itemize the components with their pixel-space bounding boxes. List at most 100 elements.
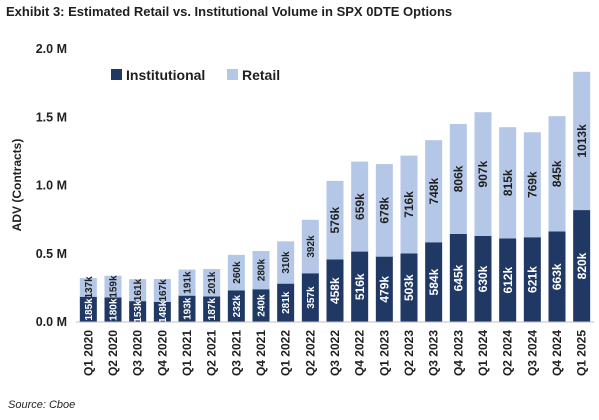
bar-institutional — [449, 233, 467, 322]
x-tick-label: Q2 2024 — [501, 330, 515, 376]
data-label-retail: 806k — [452, 165, 466, 192]
bar-retail — [375, 164, 393, 257]
legend-label-retail: Retail — [242, 67, 280, 83]
legend: Institutional Retail — [111, 67, 280, 83]
x-tick-label: Q1 2023 — [377, 330, 391, 376]
data-label-retail: 845k — [550, 160, 564, 187]
data-label-retail: 678k — [378, 197, 392, 224]
x-tick-label: Q2 2020 — [106, 330, 120, 376]
data-label-institutional: 663k — [550, 263, 564, 290]
x-tick-label: Q4 2020 — [155, 330, 169, 376]
x-tick-label: Q1 2025 — [575, 330, 589, 376]
bar-institutional — [351, 251, 369, 322]
bar-retail — [425, 140, 443, 243]
data-label-institutional: 621k — [526, 266, 540, 293]
data-label-institutional: 281k — [281, 291, 292, 314]
x-tick-label: Q4 2022 — [353, 330, 367, 376]
data-label-retail: 191k — [183, 271, 194, 294]
data-label-retail: 392k — [306, 235, 317, 258]
x-tick-label: Q4 2023 — [451, 330, 465, 376]
data-label-institutional: 232k — [232, 295, 243, 318]
x-axis: Q1 2020 Q2 2020 Q3 2020 Q4 2020 Q1 2021 Q2 20… — [76, 321, 594, 376]
data-label-institutional: 612k — [501, 267, 515, 294]
data-label-retail: 907k — [476, 160, 490, 187]
data-label-institutional: 357k — [306, 286, 317, 309]
bar-institutional — [178, 295, 196, 322]
data-label-institutional: 187k — [207, 298, 218, 321]
data-label-retail: 137k — [84, 276, 95, 299]
bar-retail — [449, 123, 467, 234]
data-label-institutional: 820k — [575, 252, 589, 279]
data-label-retail: 201k — [207, 271, 218, 294]
bar-institutional — [129, 301, 147, 322]
data-label-institutional: 193k — [183, 297, 194, 320]
data-label-retail: 815k — [501, 169, 515, 196]
x-tick-label: Q2 2022 — [303, 330, 317, 376]
data-label-institutional: 240k — [257, 294, 268, 317]
x-tick-label: Q3 2024 — [525, 330, 539, 376]
bar-retail — [301, 219, 319, 274]
data-label-institutional: 180k — [109, 298, 120, 321]
legend-swatch-retail — [227, 69, 238, 80]
x-tick-label: Q3 2022 — [328, 330, 342, 376]
bar-retail — [573, 71, 591, 211]
y-tick-label: 0.5 M — [36, 247, 67, 261]
bar-retail — [548, 116, 566, 232]
bar-institutional — [252, 289, 270, 322]
x-tick-label: Q1 2021 — [180, 330, 194, 376]
data-label-retail: 769k — [526, 171, 540, 198]
bar-institutional — [79, 296, 97, 322]
bar-retail — [129, 279, 147, 302]
bar-retail — [499, 127, 517, 239]
x-tick-label: Q4 2024 — [550, 330, 564, 376]
bar-retail — [252, 251, 270, 290]
data-label-institutional: 185k — [84, 298, 95, 321]
bar-institutional — [227, 290, 245, 322]
data-label-retail: 161k — [133, 279, 144, 302]
data-label-retail: 159k — [109, 275, 120, 298]
bar-institutional — [425, 242, 443, 322]
data-label-retail: 310k — [281, 251, 292, 274]
bar-institutional — [573, 210, 591, 322]
bar-retail — [400, 155, 418, 254]
bar-institutional — [104, 297, 122, 322]
data-label-institutional: 503k — [402, 274, 416, 301]
source-note: Source: Cboe — [8, 399, 76, 411]
x-tick-label: Q1 2020 — [81, 330, 95, 376]
y-tick-label: 1.5 M — [36, 110, 67, 124]
data-label-institutional: 153k — [133, 300, 144, 323]
x-tick-label: Q1 2022 — [279, 330, 293, 376]
data-label-institutional: 584k — [427, 268, 441, 295]
bar-institutional — [375, 256, 393, 322]
bar-retail — [227, 254, 245, 291]
data-label-institutional: 458k — [328, 277, 342, 304]
x-tick-label: Q4 2021 — [254, 330, 268, 376]
x-tick-label: Q2 2021 — [205, 330, 219, 376]
y-tick-label: 0.0 M — [36, 315, 67, 329]
bar-institutional — [474, 236, 492, 322]
data-label-institutional: 148k — [158, 300, 169, 323]
data-label-retail: 280k — [257, 259, 268, 282]
bar-institutional — [203, 296, 221, 322]
x-tick-label: Q2 2023 — [402, 330, 416, 376]
bar-retail — [277, 241, 295, 284]
bar-retail — [351, 161, 369, 252]
bar-retail — [326, 180, 344, 260]
bar-retail — [523, 132, 541, 238]
bar-institutional — [153, 301, 171, 322]
data-label-retail: 576k — [328, 207, 342, 234]
legend-label-institutional: Institutional — [126, 67, 205, 83]
bar-retail — [79, 278, 97, 297]
chart-title: Exhibit 3: Estimated Retail vs. Institut… — [6, 4, 453, 19]
bar-institutional — [301, 273, 319, 322]
data-label-institutional: 516k — [353, 273, 367, 300]
bar-institutional — [523, 237, 541, 322]
data-label-retail: 748k — [427, 178, 441, 205]
x-tick-label: Q3 2020 — [131, 330, 145, 376]
y-axis-label: ADV (Contracts) — [10, 139, 24, 232]
bar-institutional — [326, 259, 344, 322]
data-label-institutional: 645k — [452, 264, 466, 291]
legend-swatch-institutional — [111, 69, 122, 80]
data-label-retail: 167k — [158, 279, 169, 302]
